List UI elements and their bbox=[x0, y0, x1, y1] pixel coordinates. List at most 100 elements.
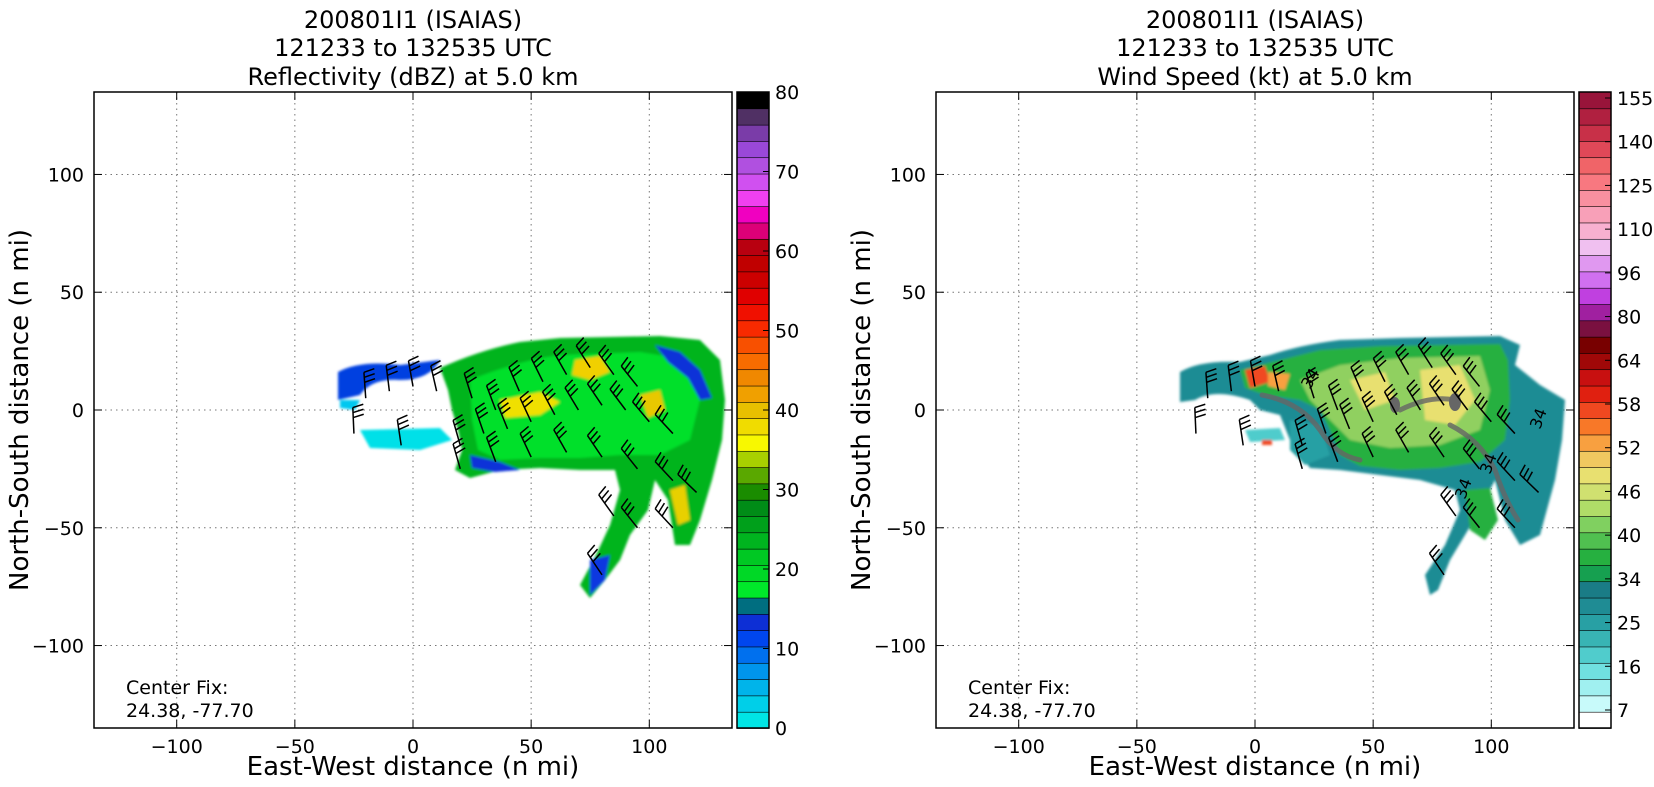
wind-barb-flag bbox=[1434, 552, 1443, 563]
wind-barb bbox=[1473, 392, 1492, 423]
wind-barb bbox=[1417, 337, 1433, 369]
wind-barb-flag bbox=[1296, 442, 1307, 450]
wind-barb bbox=[1294, 437, 1308, 470]
colorbar-tick-label: 30 bbox=[775, 480, 799, 502]
wind-barb-flag bbox=[523, 399, 534, 408]
wind-barb-flag bbox=[564, 379, 574, 389]
wind-barb-flag bbox=[1317, 402, 1327, 410]
wind-barb-flag bbox=[631, 392, 640, 403]
colorbar-swatch bbox=[736, 548, 770, 566]
wind-barb-flag bbox=[431, 364, 442, 372]
wind-barb-flag bbox=[1480, 400, 1488, 410]
wind-barb-flag bbox=[1294, 437, 1305, 445]
wind-barb bbox=[485, 430, 500, 463]
wind-barb bbox=[631, 392, 650, 423]
wind-barb bbox=[474, 402, 489, 434]
colorbar-swatch bbox=[1578, 91, 1612, 110]
wind-speed-title-line-2: 121233 to 132535 UTC bbox=[1116, 34, 1394, 62]
wind-barb bbox=[1350, 359, 1365, 392]
wind-barb-flag bbox=[661, 506, 669, 517]
wind-barb-flag bbox=[603, 494, 613, 504]
colorbar-tick-label: 25 bbox=[1617, 613, 1641, 635]
wind-barb-flag bbox=[1431, 379, 1441, 389]
wind-barb bbox=[1428, 426, 1445, 458]
wind-barb-flag bbox=[1296, 418, 1307, 426]
wind-barb-flag bbox=[1428, 544, 1438, 554]
wind-barb-flag bbox=[353, 413, 364, 419]
wind-barb-flag bbox=[1320, 411, 1331, 420]
wind-barb-flag bbox=[1350, 359, 1361, 368]
wind-barb bbox=[1205, 367, 1218, 399]
colorbar-tick-label: 125 bbox=[1617, 175, 1653, 197]
wind-barb-flag bbox=[363, 367, 375, 373]
x-tick-label: −100 bbox=[993, 736, 1045, 758]
colorbar-swatch bbox=[1578, 189, 1612, 207]
wind-barb-flag bbox=[567, 383, 576, 393]
wind-speed-grid bbox=[936, 92, 1574, 728]
wind-yellow-core-2 bbox=[1350, 372, 1395, 410]
wind-barb bbox=[1227, 360, 1240, 392]
wind-barb-flag bbox=[432, 369, 444, 377]
wind-barb-flag bbox=[1473, 392, 1482, 403]
wind-barb-flag bbox=[620, 439, 629, 449]
colorbar-swatch bbox=[1578, 711, 1612, 729]
wind-barb bbox=[1428, 374, 1445, 406]
wind-barb bbox=[452, 437, 466, 470]
wind-barb-flag bbox=[1239, 419, 1251, 426]
colorbar-swatch bbox=[736, 515, 770, 534]
wind-barb bbox=[598, 485, 615, 517]
wind-barb-flag bbox=[581, 345, 590, 355]
wind-barb-flag bbox=[352, 408, 364, 414]
wind-red-max bbox=[1245, 366, 1270, 388]
wind-barb-flag bbox=[512, 369, 523, 378]
wind-barb-flag bbox=[553, 343, 563, 353]
wind-barb bbox=[598, 344, 615, 376]
wind-barb bbox=[586, 374, 603, 406]
wind-barb-flag bbox=[558, 430, 568, 440]
wind-barb-flag bbox=[1445, 494, 1455, 504]
y-tick-label: 50 bbox=[60, 282, 84, 304]
colorbar-swatch bbox=[736, 662, 770, 680]
wind-barb-flag bbox=[1365, 399, 1376, 408]
wind-barb bbox=[1305, 366, 1319, 399]
reflectivity-field bbox=[338, 336, 725, 598]
wind-barb-flag bbox=[499, 402, 509, 410]
wind-barb-flag bbox=[1329, 383, 1340, 391]
reflectivity-panel: 200801I1 (ISAIAS) 121233 to 132535 UTC R… bbox=[5, 6, 799, 782]
wind-barb-flag bbox=[1228, 365, 1240, 372]
wind-barb-flag bbox=[430, 359, 441, 367]
wind-barb bbox=[1428, 544, 1445, 576]
wind-barb-flag bbox=[1496, 499, 1504, 510]
wind-speed-wind-barbs bbox=[1194, 337, 1540, 576]
colorbar-tick-label: 0 bbox=[775, 718, 787, 740]
wind-barb-flag bbox=[555, 348, 565, 357]
colorbar-swatch bbox=[1578, 629, 1612, 648]
wind-barb bbox=[1462, 356, 1481, 387]
colorbar-tick-label: 96 bbox=[1617, 263, 1641, 285]
colorbar-swatch bbox=[1578, 336, 1612, 354]
wind-barb-flag bbox=[519, 425, 530, 435]
colorbar-swatch bbox=[736, 711, 770, 729]
wind-barb-flag bbox=[1328, 378, 1338, 387]
wind-barb bbox=[497, 397, 511, 430]
wind-barb-flag bbox=[1406, 379, 1416, 389]
wind-barb-flag bbox=[586, 544, 596, 554]
colorbar-swatch bbox=[736, 124, 770, 142]
colorbar-swatch bbox=[1578, 450, 1612, 468]
wind-barb-flag bbox=[533, 355, 543, 364]
wind-barb-flag bbox=[386, 365, 398, 372]
colorbar-tick-label: 80 bbox=[775, 82, 799, 104]
reflectivity-title-line-1: 200801I1 (ISAIAS) bbox=[304, 6, 522, 34]
colorbar-swatch bbox=[736, 564, 770, 583]
wind-barb bbox=[1462, 439, 1481, 470]
y-tick-label: 100 bbox=[48, 164, 84, 186]
colorbar-swatch bbox=[736, 173, 770, 191]
wind-barb-flag bbox=[598, 344, 607, 354]
wind-barb-flag bbox=[1499, 502, 1508, 513]
colorbar-swatch bbox=[736, 320, 770, 338]
wind-barb-flag bbox=[521, 395, 532, 404]
wind-speed-colorbar: 7 16 25 34 40 46 52 58 64 80 96 110 125 140 155 bbox=[1578, 88, 1653, 729]
wind-barb-flag bbox=[1431, 548, 1441, 558]
colorbar-swatch bbox=[736, 271, 770, 289]
echo-cyan-band bbox=[360, 428, 452, 450]
